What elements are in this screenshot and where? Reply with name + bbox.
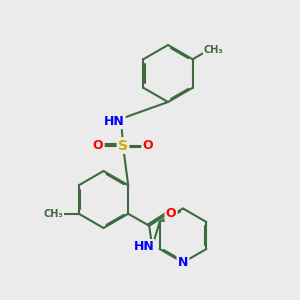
Text: HN: HN: [103, 115, 124, 128]
Text: O: O: [93, 139, 104, 152]
Text: O: O: [142, 139, 153, 152]
Text: S: S: [118, 139, 128, 152]
Text: N: N: [178, 256, 188, 269]
Text: HN: HN: [134, 240, 154, 253]
Text: CH₃: CH₃: [44, 209, 63, 219]
Text: O: O: [166, 207, 176, 220]
Text: CH₃: CH₃: [204, 45, 224, 55]
